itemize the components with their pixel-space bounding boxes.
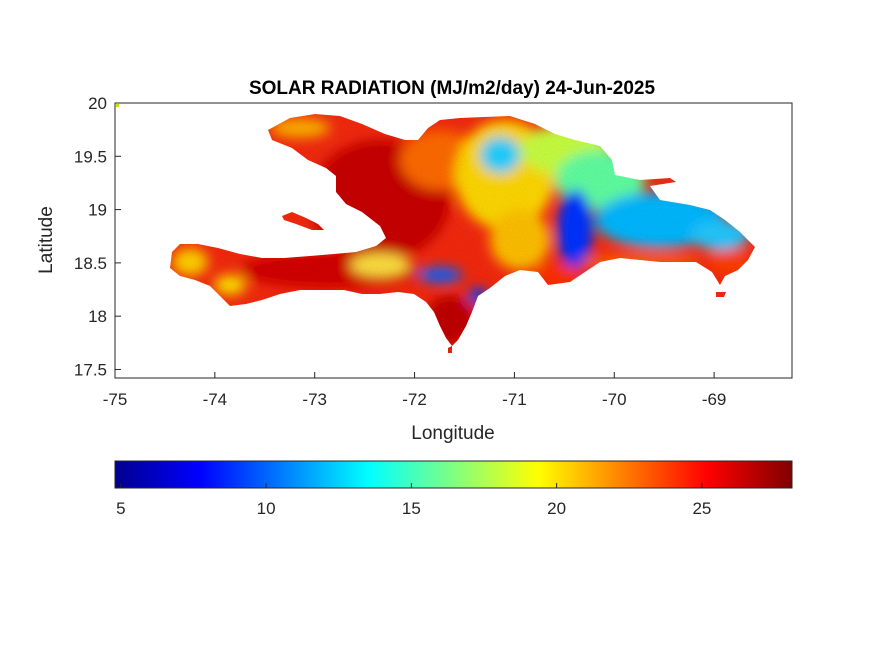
colorbar bbox=[114, 460, 793, 489]
y-tick-label: 18.5 bbox=[74, 254, 107, 273]
y-axis-label: Latitude bbox=[36, 206, 57, 274]
x-tick-label: -71 bbox=[502, 390, 527, 409]
colorbar-tick-label: 10 bbox=[257, 499, 276, 518]
x-tick-label: -75 bbox=[103, 390, 128, 409]
colorbar-ticks: 5 10 15 20 25 bbox=[116, 483, 711, 518]
colorbar-tick-label: 15 bbox=[402, 499, 421, 518]
y-axis: 20 19.5 19 18.5 18 17.5 bbox=[74, 94, 121, 379]
corner-pixel bbox=[116, 104, 119, 107]
colorbar-tick-label: 25 bbox=[692, 499, 711, 518]
x-axis-label: Longitude bbox=[411, 423, 494, 444]
y-tick-label: 18 bbox=[88, 307, 107, 326]
y-tick-label: 19 bbox=[88, 201, 107, 220]
colorbar-tick-label: 5 bbox=[116, 499, 125, 518]
x-axis: -75 -74 -73 -72 -71 -70 -69 bbox=[103, 372, 727, 409]
x-tick-label: -69 bbox=[702, 390, 727, 409]
x-tick-label: -73 bbox=[302, 390, 327, 409]
chart-title: SOLAR RADIATION (MJ/m2/day) 24-Jun-2025 bbox=[249, 78, 656, 99]
y-tick-label: 20 bbox=[88, 94, 107, 113]
x-tick-label: -70 bbox=[602, 390, 627, 409]
x-tick-label: -74 bbox=[203, 390, 228, 409]
colorbar-tick-label: 20 bbox=[547, 499, 566, 518]
y-tick-label: 19.5 bbox=[74, 147, 107, 166]
y-tick-label: 17.5 bbox=[74, 360, 107, 379]
x-tick-label: -72 bbox=[402, 390, 427, 409]
